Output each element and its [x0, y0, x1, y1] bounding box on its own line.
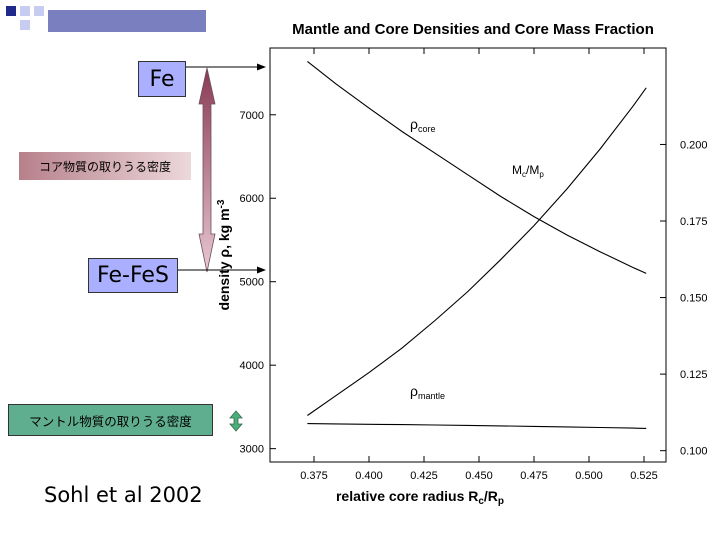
- core-mass-fraction-line: [307, 87, 647, 416]
- x-tick-label: 0.400: [355, 470, 383, 482]
- y-tick-label: 6000: [240, 193, 264, 205]
- rho-core-annotation: ρcore: [410, 116, 435, 134]
- y-axis-ticks: 3000 4000 5000 6000 7000: [240, 110, 276, 456]
- y-tick-label: 3000: [240, 444, 264, 456]
- core-mass-fraction-annotation: Mc/Mp: [512, 163, 544, 179]
- y2-tick-label: 0.125: [680, 369, 708, 381]
- series-lines: [307, 60, 647, 429]
- y-axis-label: density ρ, kg m-3: [216, 199, 232, 310]
- x-tick-label: 0.425: [410, 470, 438, 482]
- x-tick-label: 0.525: [630, 470, 658, 482]
- chart-background: [210, 10, 715, 535]
- core-density-range-label: コア物質の取りうる密度: [19, 152, 191, 180]
- mantle-density-range-label: マントル物質の取りうる密度: [8, 404, 213, 436]
- x-axis-ticks: 0.375 0.400 0.425 0.450 0.475 0.500 0.525: [300, 48, 658, 482]
- x-axis-label: relative core radius Rc/Rp: [336, 488, 504, 507]
- fe-label-box: Fe: [138, 61, 186, 97]
- chart-title: Mantle and Core Densities and Core Mass …: [292, 21, 654, 38]
- y-tick-label: 4000: [240, 360, 264, 372]
- decorative-squares: [6, 6, 206, 32]
- citation-text: Sohl et al 2002: [44, 483, 203, 507]
- x-tick-label: 0.375: [300, 470, 328, 482]
- fe-pointer-arrowhead: [257, 63, 266, 71]
- plot-frame: [269, 47, 667, 463]
- core-density-range-arrow: [198, 67, 216, 273]
- x-tick-label: 0.500: [575, 470, 603, 482]
- rho-mantle-annotation: ρmantle: [410, 383, 445, 401]
- rho-mantle-line: [307, 423, 647, 429]
- fefes-label-box: Fe-FeS: [88, 258, 178, 293]
- fefes-pointer-arrowhead: [257, 266, 266, 274]
- y-tick-label: 7000: [240, 110, 264, 122]
- mantle-density-range-arrow: [229, 410, 243, 432]
- x-tick-label: 0.475: [520, 470, 548, 482]
- y2-tick-label: 0.200: [680, 139, 708, 151]
- y2-tick-label: 0.175: [680, 216, 708, 228]
- x-tick-label: 0.450: [465, 470, 493, 482]
- y2-tick-label: 0.150: [680, 293, 708, 305]
- y2-tick-label: 0.100: [680, 446, 708, 458]
- y-tick-label: 5000: [240, 277, 264, 289]
- rho-core-line: [307, 60, 647, 274]
- y2-axis-ticks: 0.100 0.125 0.150 0.175 0.200: [660, 139, 708, 458]
